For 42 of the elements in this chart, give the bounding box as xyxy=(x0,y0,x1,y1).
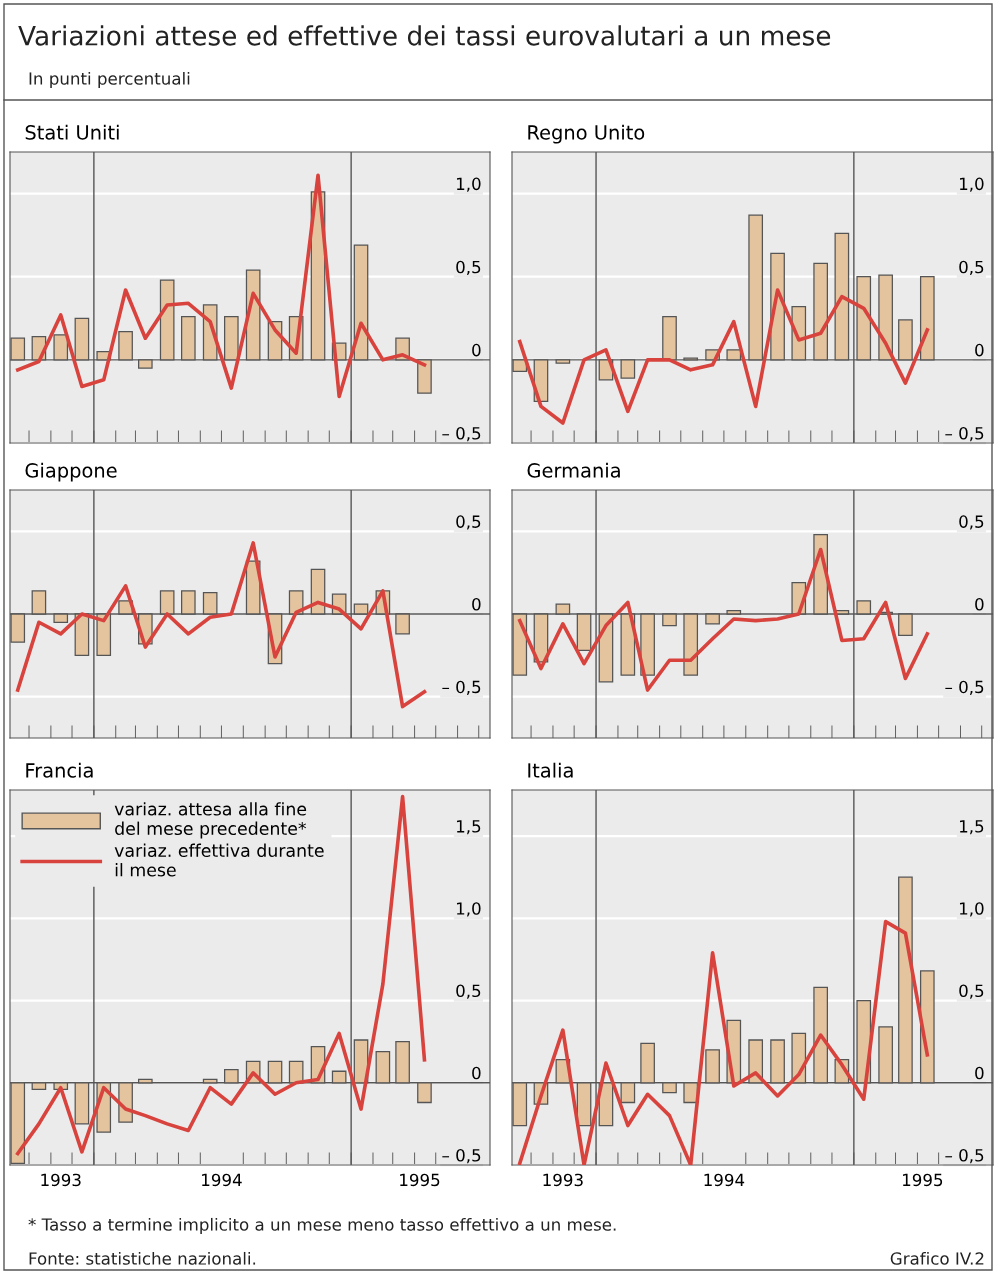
y-tick-label: 0 xyxy=(472,1066,481,1080)
text: Variazioni attese ed effettive dei tassi eurovalutari a un mese xyxy=(18,25,831,46)
source-note: Fonte: statistiche nazionali. xyxy=(29,1251,256,1265)
chart-title: Germania xyxy=(527,462,620,478)
text: Grafico IV.2 xyxy=(890,1251,984,1265)
chart-title: Regno Unito xyxy=(528,124,645,144)
x-tick-label: 1993 xyxy=(41,1173,81,1187)
y-tick-label: 1,0 xyxy=(456,902,481,917)
y-tick-label: – 0,5 xyxy=(442,1148,481,1164)
y-tick-label: – 0,5 xyxy=(442,426,481,442)
y-tick-label: 0 xyxy=(975,597,984,611)
y-tick-label: – 0,5 xyxy=(945,1148,984,1164)
chart-title: Giappone xyxy=(25,462,117,482)
y-tick-label: 1,0 xyxy=(959,177,984,192)
chart-title: Stati Uniti xyxy=(25,124,119,140)
legend-label: variaz. effettiva durante il mese xyxy=(114,843,324,877)
y-tick-label: – 0,5 xyxy=(945,426,984,442)
y-tick-label: 0,5 xyxy=(959,984,984,999)
x-tick-label: 1995 xyxy=(902,1173,943,1187)
x-tick-label: 1993 xyxy=(543,1173,583,1187)
chart-title: Francia xyxy=(26,762,93,778)
y-tick-label: 1,5 xyxy=(959,820,984,835)
text: In punti percentuali xyxy=(29,71,190,89)
x-tick-label: 1994 xyxy=(202,1173,242,1187)
y-tick-label: 0 xyxy=(975,1066,984,1080)
x-tick-label: 1995 xyxy=(400,1173,440,1187)
text: * Tasso a termine implicito a un mese meno tasso effettivo a un mese. xyxy=(28,1217,616,1235)
y-tick-label: 0 xyxy=(472,343,481,357)
y-tick-label: 1,5 xyxy=(456,820,481,835)
x-tick-label: 1994 xyxy=(704,1173,745,1187)
y-tick-label: – 0,5 xyxy=(442,680,481,695)
y-tick-label: 0,5 xyxy=(959,260,984,275)
y-tick-label: 0 xyxy=(472,597,481,611)
y-tick-label: 1,0 xyxy=(456,177,481,192)
y-tick-label: 0,5 xyxy=(456,260,481,275)
chart-title: Italia xyxy=(528,762,573,778)
y-tick-label: – 0,5 xyxy=(945,680,984,695)
y-tick-label: 0,5 xyxy=(959,515,984,530)
y-tick-label: 0 xyxy=(975,343,984,357)
y-tick-label: 1,0 xyxy=(959,902,984,917)
y-tick-label: 0,5 xyxy=(456,515,481,530)
y-tick-label: 0,5 xyxy=(456,984,481,999)
